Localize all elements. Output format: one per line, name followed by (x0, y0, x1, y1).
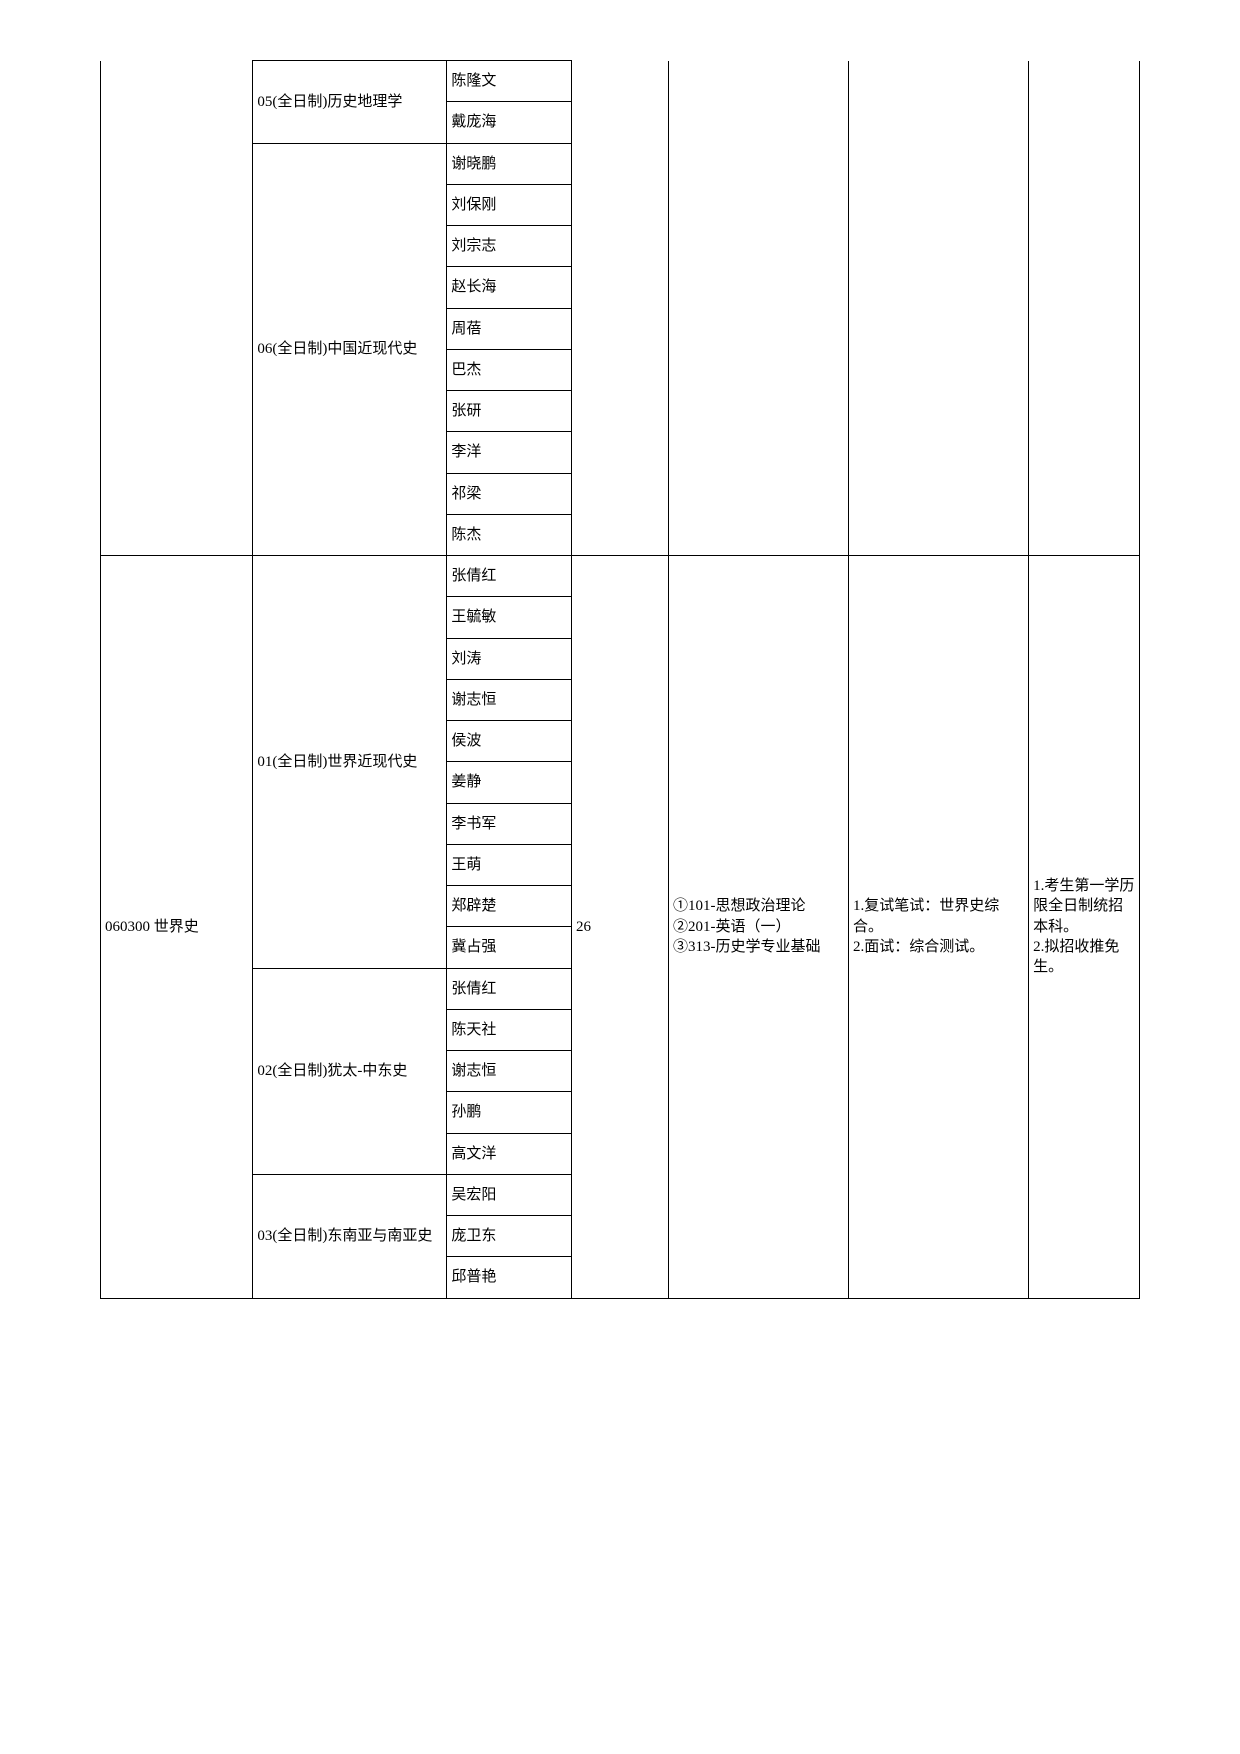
advisor-name: 孙鹏 (447, 1092, 572, 1133)
advisor-name: 戴庞海 (447, 102, 572, 143)
major-code: 060300 世界史 (101, 556, 253, 1299)
advisor-name: 谢志恒 (447, 679, 572, 720)
direction-03-label: 03(全日制)东南亚与南亚史 (253, 1174, 447, 1298)
advisor-name: 陈隆文 (447, 61, 572, 102)
advisor-name: 谢志恒 (447, 1051, 572, 1092)
notes: 1.考生第一学历限全日制统招本科。 2.拟招收推免生。 (1029, 556, 1140, 1299)
advisor-name: 刘保刚 (447, 184, 572, 225)
direction-05-label: 05(全日制)历史地理学 (253, 61, 447, 144)
advisor-name: 巴杰 (447, 349, 572, 390)
advisor-name: 陈杰 (447, 514, 572, 555)
quota: 26 (571, 556, 668, 1299)
advisor-name: 郑辟楚 (447, 886, 572, 927)
advisor-name: 侯波 (447, 721, 572, 762)
advisor-name: 姜静 (447, 762, 572, 803)
exams: ①101-思想政治理论 ②201-英语（一） ③313-历史学专业基础 (668, 556, 848, 1299)
major-code-prev (101, 61, 253, 556)
advisor-name: 庞卫东 (447, 1216, 572, 1257)
direction-06-label: 06(全日制)中国近现代史 (253, 143, 447, 556)
advisor-name: 邱普艳 (447, 1257, 572, 1298)
advisor-name: 吴宏阳 (447, 1174, 572, 1215)
retest-prev (849, 61, 1029, 556)
quota-prev (571, 61, 668, 556)
advisor-name: 张倩红 (447, 556, 572, 597)
advisor-name: 谢晓鹏 (447, 143, 572, 184)
advisor-name: 祁梁 (447, 473, 572, 514)
advisor-name: 刘涛 (447, 638, 572, 679)
advisor-name: 李洋 (447, 432, 572, 473)
advisor-name: 刘宗志 (447, 226, 572, 267)
notes-prev (1029, 61, 1140, 556)
direction-01-label: 01(全日制)世界近现代史 (253, 556, 447, 969)
advisor-name: 赵长海 (447, 267, 572, 308)
advisor-name: 张研 (447, 391, 572, 432)
advisor-name: 张倩红 (447, 968, 572, 1009)
direction-02-label: 02(全日制)犹太-中东史 (253, 968, 447, 1174)
retest: 1.复试笔试：世界史综合。 2.面试：综合测试。 (849, 556, 1029, 1299)
advisor-name: 冀占强 (447, 927, 572, 968)
advisor-name: 高文洋 (447, 1133, 572, 1174)
advisor-name: 王萌 (447, 844, 572, 885)
exams-prev (668, 61, 848, 556)
advisor-name: 周蓓 (447, 308, 572, 349)
advisor-name: 王毓敏 (447, 597, 572, 638)
advisor-name: 陈天社 (447, 1009, 572, 1050)
catalog-table: 05(全日制)历史地理学陈隆文戴庞海06(全日制)中国近现代史谢晓鹏刘保刚刘宗志… (100, 60, 1140, 1299)
advisor-name: 李书军 (447, 803, 572, 844)
